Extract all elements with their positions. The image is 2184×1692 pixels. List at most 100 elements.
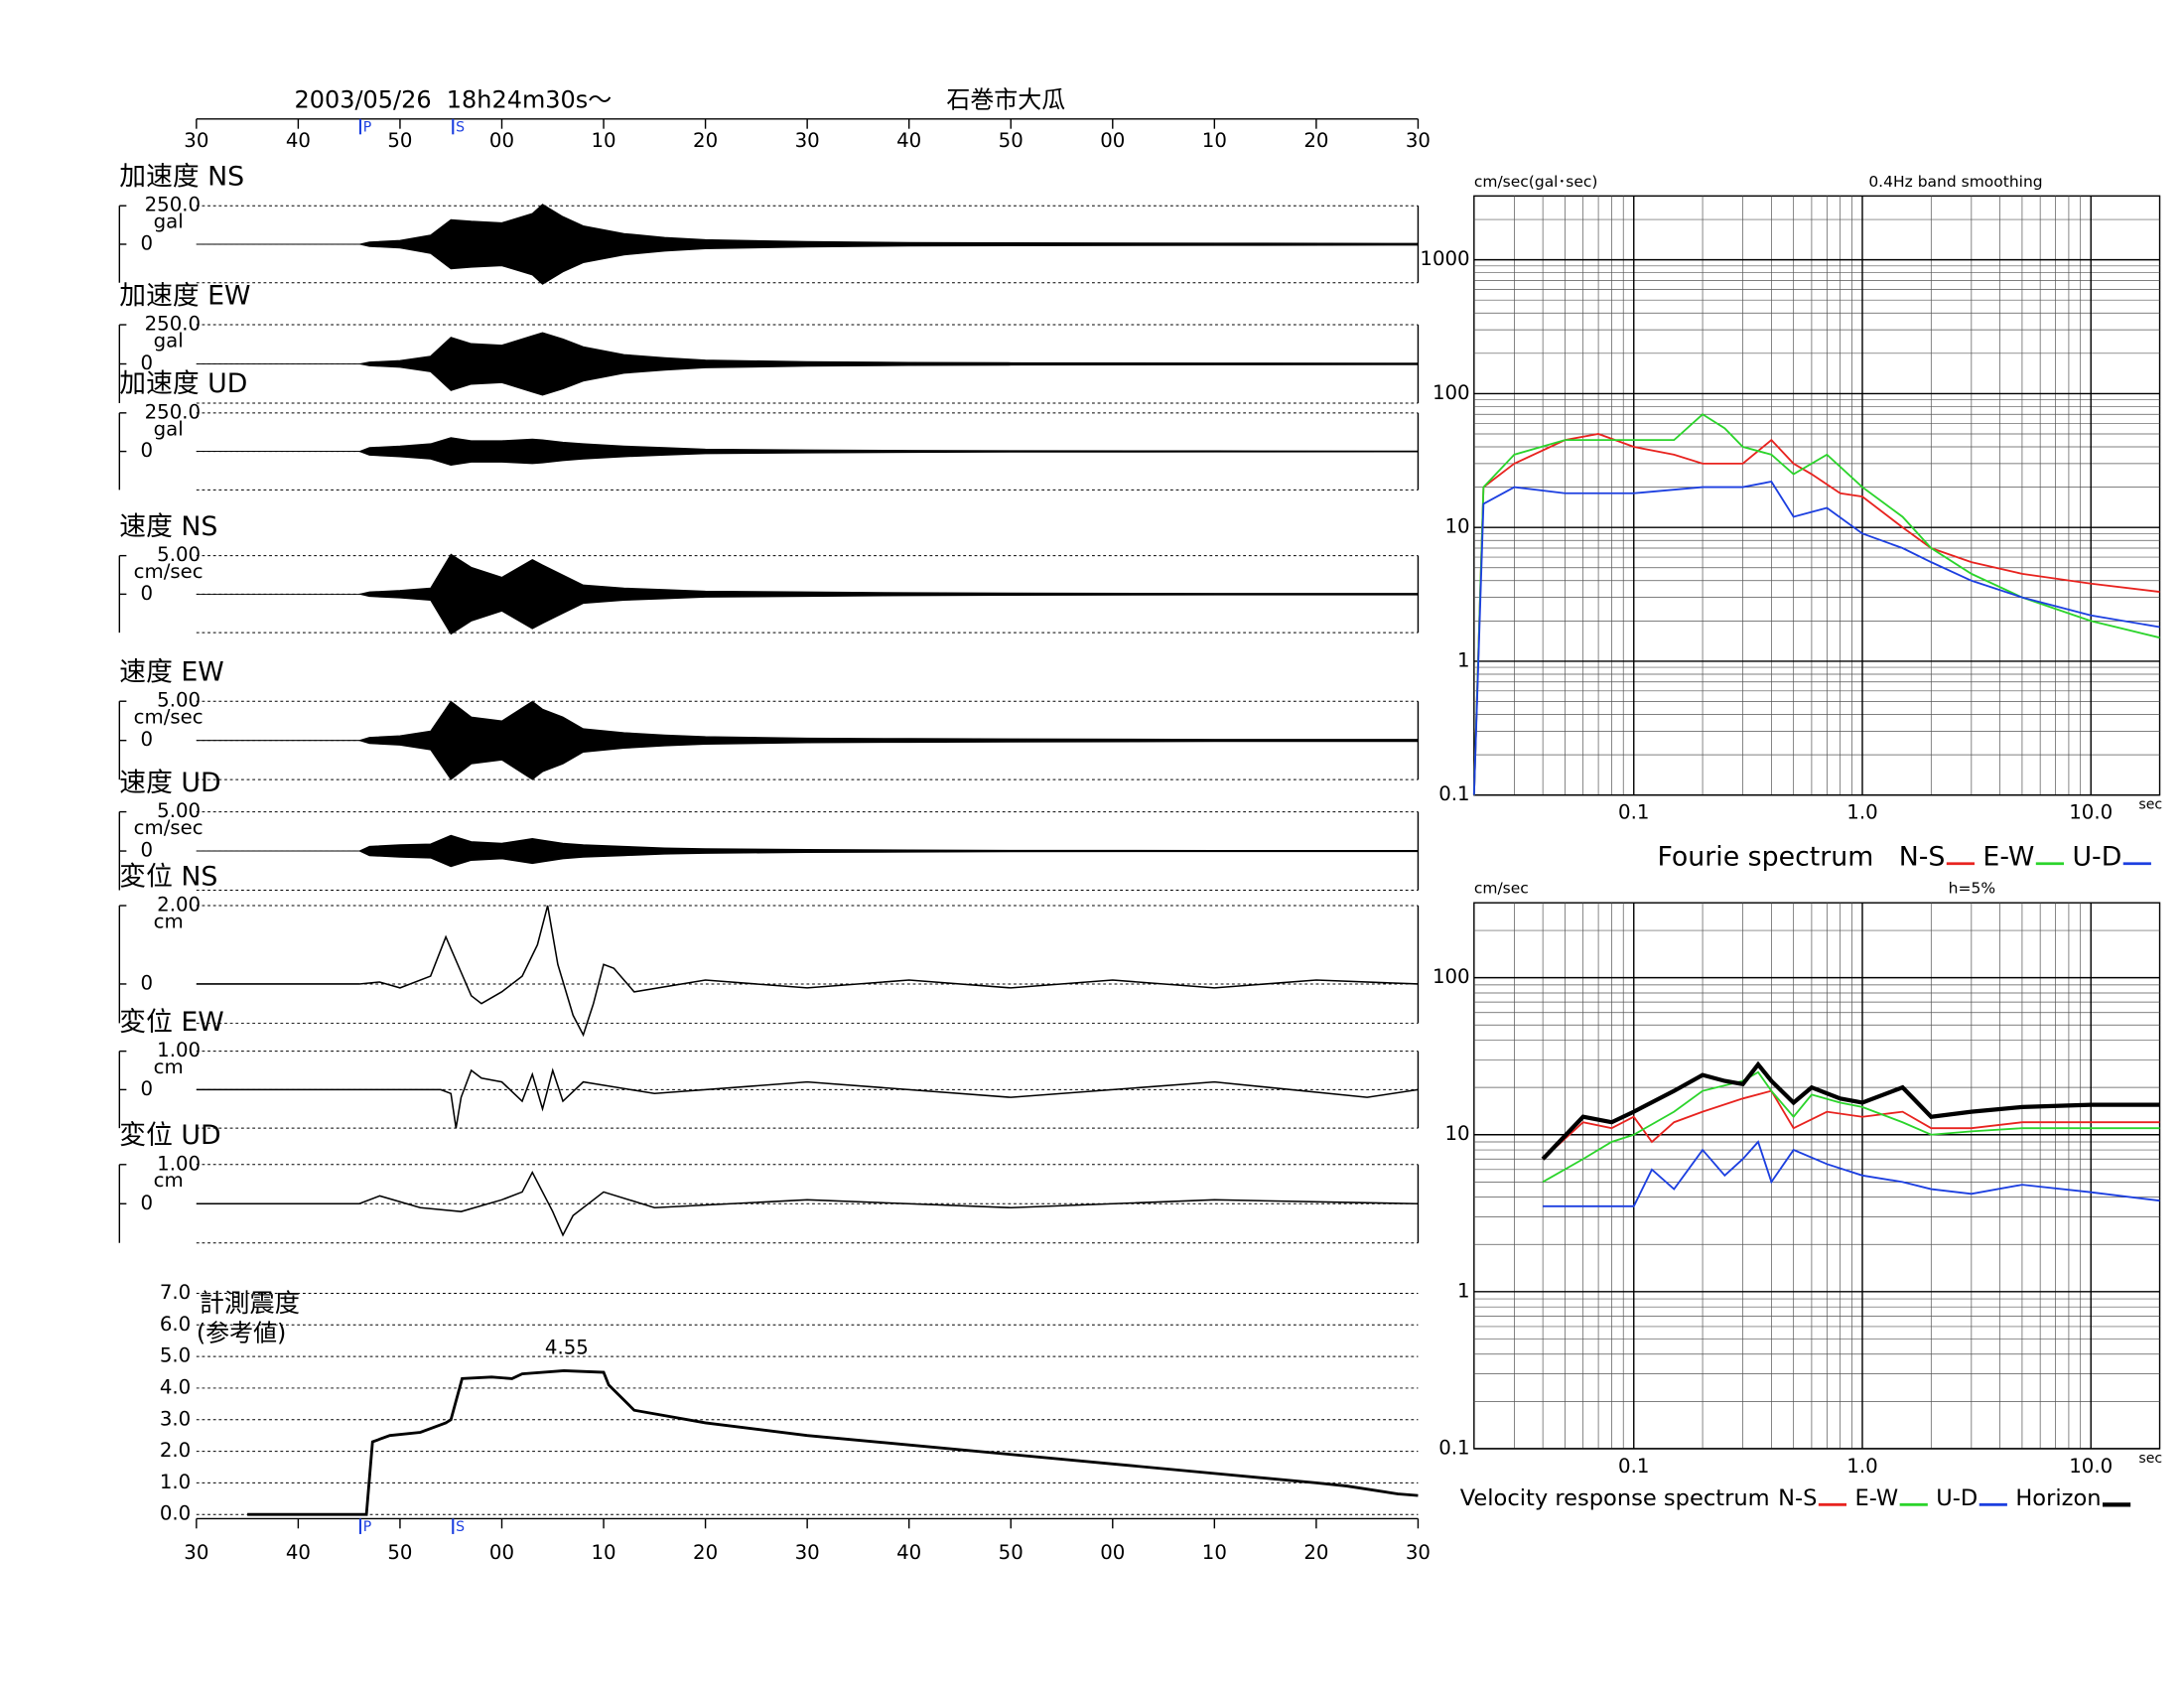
- spectrum-line: [1543, 1140, 2160, 1207]
- trace-unit: gal: [154, 329, 184, 352]
- y-tick-label: 0: [140, 1077, 153, 1100]
- waveform-envelope-upper: [196, 437, 1419, 453]
- time-tick-label: 20: [1303, 1541, 1328, 1564]
- waveform-line: [196, 905, 1419, 1038]
- legend-label: N-S: [1778, 1485, 1817, 1511]
- waveform-envelope-lower: [196, 363, 1419, 396]
- y-tick-label: 1: [1457, 648, 1470, 671]
- x-tick-label: 1.0: [1846, 800, 1877, 823]
- trace-title: 速度 EW: [119, 657, 223, 688]
- legend-label: U-D: [1936, 1485, 1978, 1511]
- spectrum-line: [1542, 1070, 2160, 1184]
- trace-unit: gal: [154, 211, 184, 233]
- trace-unit: gal: [154, 417, 184, 440]
- waveform-envelope-upper: [196, 553, 1419, 595]
- legend-title: Fourie spectrum: [1657, 842, 1873, 873]
- y-tick-label: 10: [1445, 515, 1470, 538]
- x-tick-label: 10.0: [2069, 800, 2113, 823]
- spectrum-line: [1541, 1060, 2160, 1161]
- x-tick-label: 10.0: [2069, 1455, 2113, 1478]
- phase-label: P: [363, 119, 372, 135]
- y-tick-label: 2.00: [157, 894, 201, 916]
- time-tick-label: 50: [999, 129, 1024, 152]
- time-tick-label: 30: [1406, 1541, 1431, 1564]
- note: 0.4Hz band smoothing: [1868, 173, 2042, 191]
- time-tick-label: 40: [286, 1541, 311, 1564]
- y-tick-label: 100: [1433, 381, 1470, 404]
- time-tick-label: 30: [184, 1541, 208, 1564]
- time-tick-label: 00: [1100, 129, 1125, 152]
- legend-title: Velocity response spectrum: [1460, 1485, 1770, 1511]
- x-tick-label: 1.0: [1846, 1455, 1877, 1478]
- time-tick-label: 00: [489, 1541, 514, 1564]
- legend-label: E-W: [1854, 1485, 1898, 1511]
- y-tick-label: 0: [140, 231, 153, 254]
- time-tick-label: 10: [591, 129, 615, 152]
- y-tick-label: 0.1: [1438, 1436, 1469, 1459]
- time-tick-label: 40: [286, 129, 311, 152]
- y-tick-label: 5.00: [157, 799, 201, 822]
- phase-label: S: [456, 1519, 465, 1535]
- time-tick-label: 10: [591, 1541, 615, 1564]
- x-tick-label: 0.1: [1618, 1455, 1649, 1478]
- waveform-envelope-lower: [196, 593, 1419, 635]
- spectrum-line: [1472, 433, 2160, 795]
- x-axis-label: sec: [2138, 797, 2162, 813]
- trace-unit: cm/sec: [134, 706, 204, 729]
- time-tick-label: 30: [795, 1541, 820, 1564]
- time-tick-label: 00: [1100, 1541, 1125, 1564]
- y-tick-label: 4.0: [160, 1375, 191, 1398]
- trace-title: 加速度 EW: [119, 280, 250, 311]
- y-axis-label: cm/sec: [1474, 880, 1529, 898]
- phase-label: P: [363, 1519, 372, 1535]
- waveform-envelope-upper: [196, 204, 1419, 245]
- time-tick-label: 10: [1202, 129, 1227, 152]
- y-tick-label: 1: [1457, 1279, 1470, 1302]
- time-tick-label: 50: [387, 129, 412, 152]
- trace-title: 速度 NS: [119, 511, 217, 542]
- y-tick-label: 5.00: [157, 543, 201, 566]
- y-tick-label: 1000: [1420, 247, 1469, 270]
- trace-unit: cm: [154, 910, 184, 932]
- trace-title: 加速度 UD: [119, 368, 247, 399]
- y-tick-label: 0: [140, 582, 153, 605]
- spectrum-line: [1542, 1089, 2160, 1160]
- legend-label: N-S: [1899, 842, 1946, 873]
- time-tick-label: 20: [1303, 129, 1328, 152]
- legend-label: U-D: [2072, 842, 2121, 873]
- y-tick-label: 100: [1433, 965, 1470, 988]
- waveform-envelope-lower: [196, 850, 1419, 868]
- station-name: 石巻市大瓜: [946, 85, 1065, 113]
- y-tick-label: 0.0: [160, 1502, 191, 1525]
- date-time: 2003/05/26 18h24m30s〜: [295, 85, 613, 113]
- y-tick-label: 2.0: [160, 1439, 191, 1462]
- y-tick-label: 0: [140, 971, 153, 994]
- y-tick-label: 6.0: [160, 1313, 191, 1336]
- trace-title: 変位 EW: [119, 1007, 223, 1038]
- time-tick-label: 40: [896, 1541, 921, 1564]
- trace-title: 速度 UD: [119, 768, 220, 798]
- phase-label: S: [456, 119, 465, 135]
- time-tick-label: 10: [1202, 1541, 1227, 1564]
- time-tick-label: 20: [693, 1541, 718, 1564]
- x-axis-label: sec: [2138, 1451, 2162, 1467]
- spectrum-line: [1472, 480, 2160, 795]
- waveform-envelope-upper: [196, 332, 1419, 364]
- waveform-line: [196, 1171, 1419, 1237]
- y-tick-label: 0: [140, 439, 153, 462]
- waveform-envelope-upper: [196, 834, 1419, 852]
- y-tick-label: 250.0: [145, 313, 201, 336]
- waveform-envelope-lower: [196, 451, 1419, 466]
- y-tick-label: 7.0: [160, 1281, 191, 1304]
- intensity-line: [247, 1369, 1419, 1516]
- legend-label: Horizon: [2015, 1485, 2101, 1511]
- intensity-subtitle: (参考値): [197, 1319, 287, 1346]
- peak-label: 4.55: [545, 1336, 589, 1358]
- y-tick-label: 0: [140, 728, 153, 751]
- intensity-title: 計測震度: [200, 1288, 300, 1318]
- plot-frame: [1473, 195, 2161, 796]
- waveform-envelope-upper: [196, 700, 1419, 742]
- waveform-envelope-lower: [196, 740, 1419, 780]
- y-tick-label: 0: [140, 1192, 153, 1214]
